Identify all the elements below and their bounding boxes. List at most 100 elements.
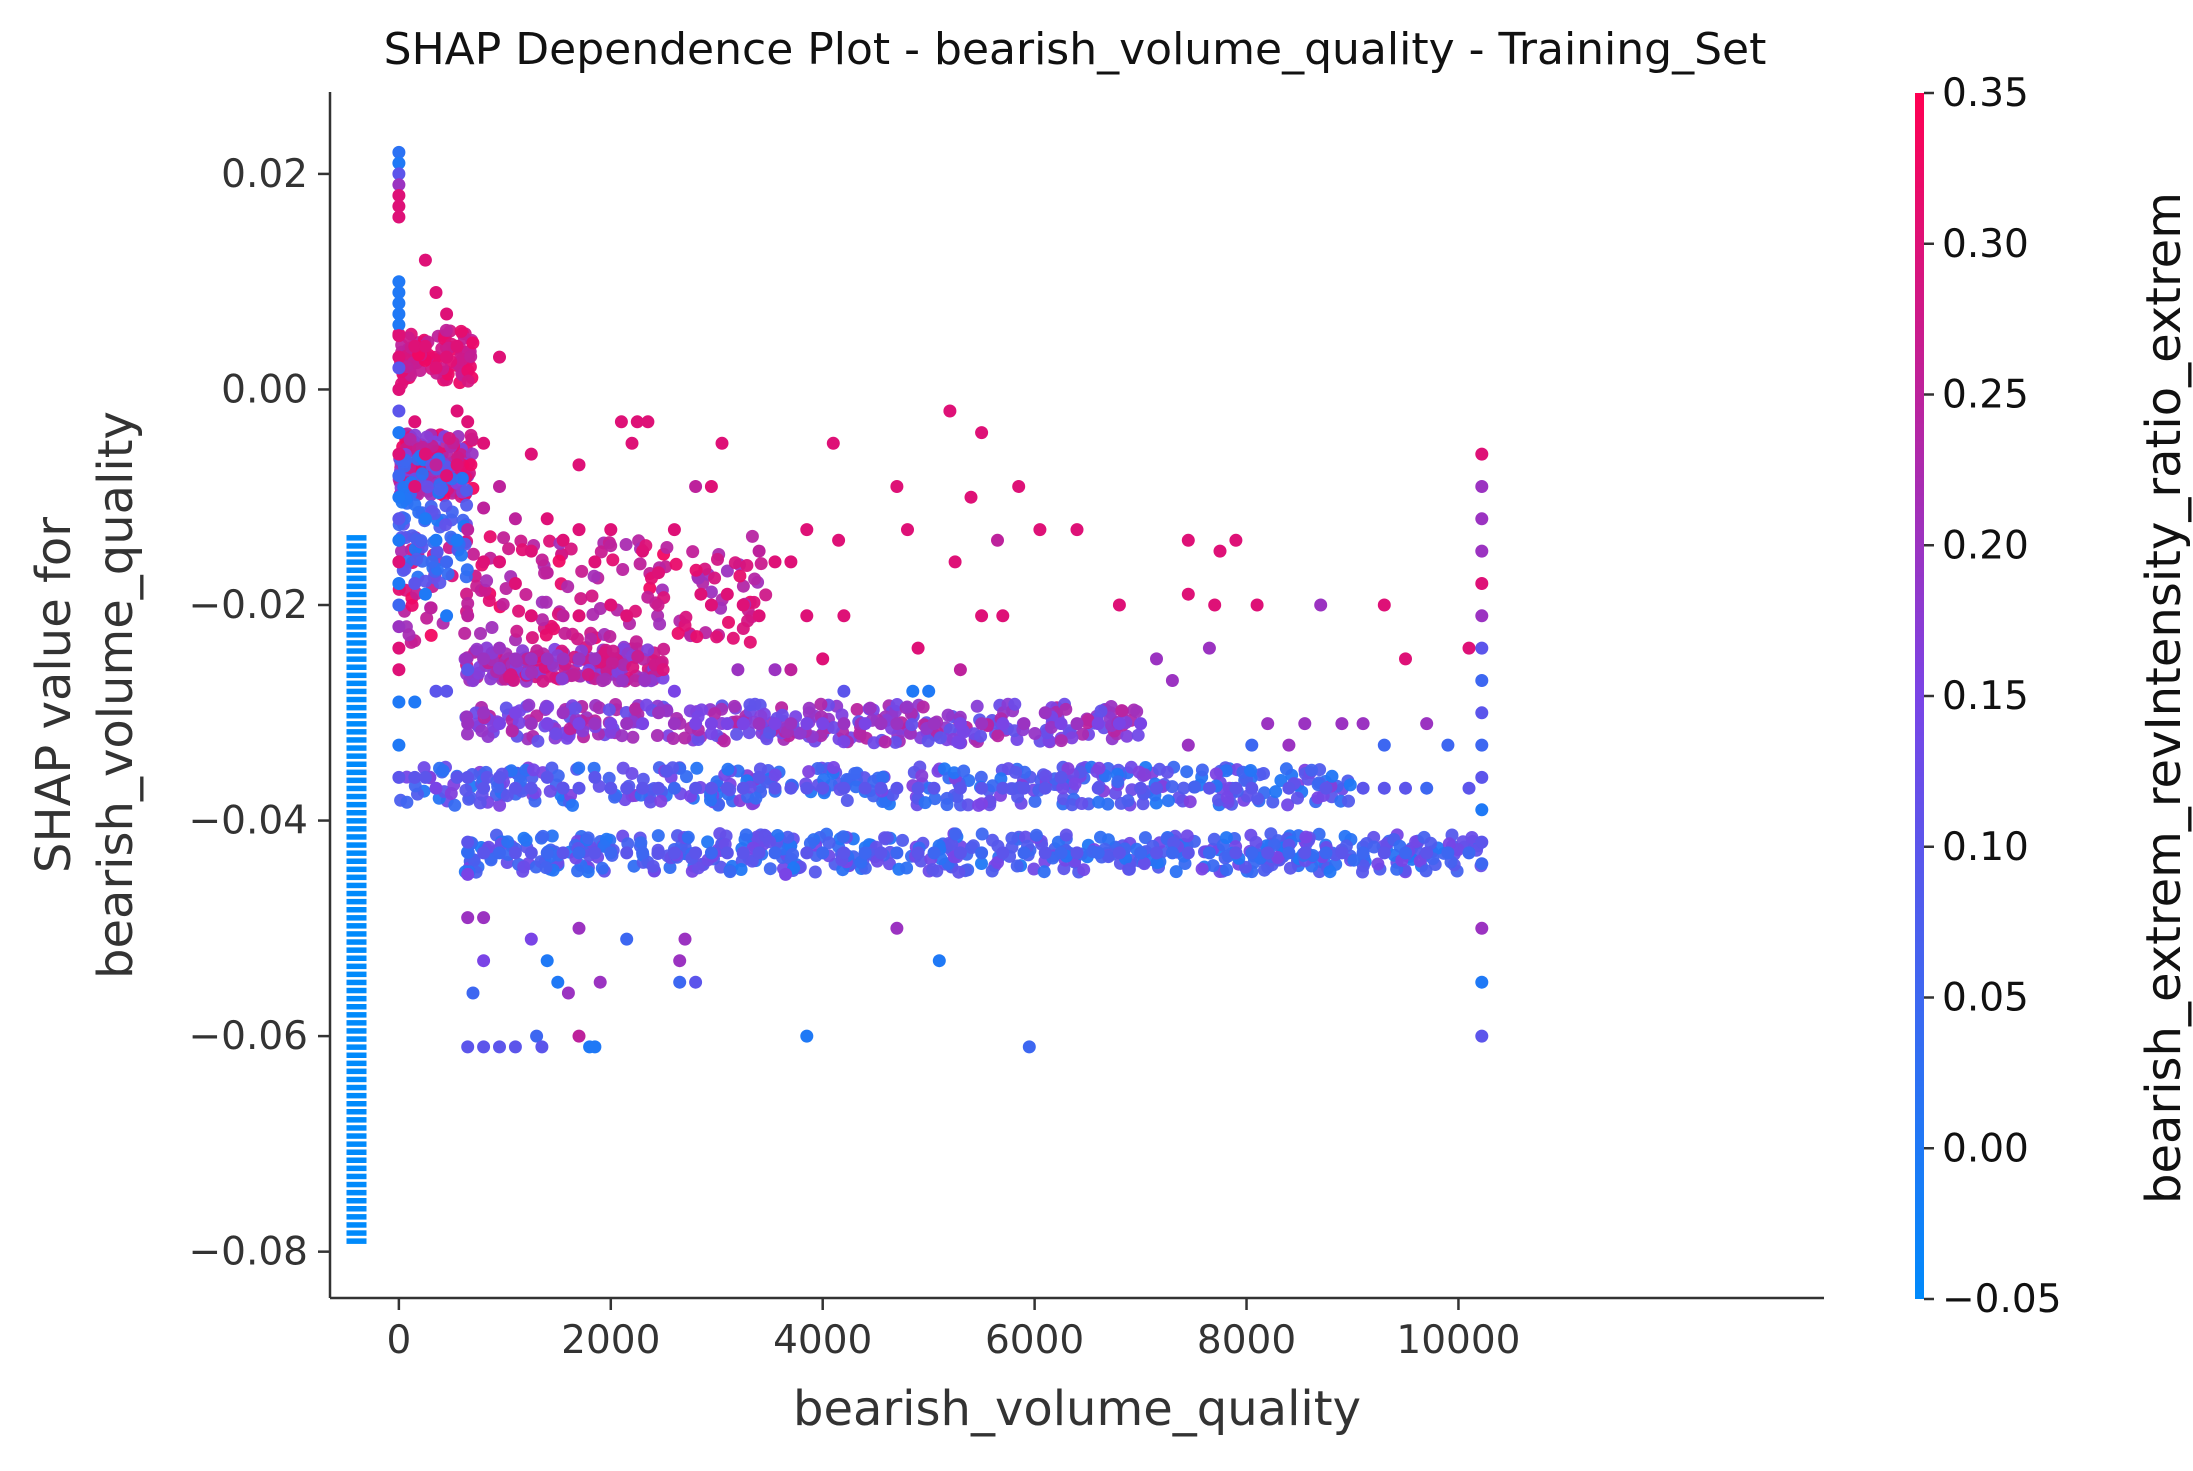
- data-point: [1005, 831, 1019, 845]
- data-point: [539, 701, 553, 715]
- data-point: [667, 684, 681, 698]
- data-point: [466, 547, 480, 561]
- missing-value-marker: [346, 987, 367, 994]
- data-point: [1219, 764, 1233, 778]
- data-point: [1441, 738, 1455, 752]
- data-point: [888, 735, 902, 749]
- missing-value-marker: [346, 1206, 367, 1212]
- data-point: [1038, 706, 1052, 720]
- data-point: [1462, 641, 1476, 655]
- data-point: [996, 781, 1010, 795]
- data-point: [392, 426, 406, 440]
- data-point: [691, 861, 705, 875]
- missing-value-marker: [346, 793, 367, 800]
- missing-value-marker: [346, 1157, 367, 1163]
- data-point: [822, 836, 836, 850]
- data-point: [606, 553, 620, 567]
- data-point: [878, 831, 892, 845]
- data-point: [652, 566, 665, 580]
- data-point: [1299, 830, 1313, 844]
- data-point: [863, 701, 877, 715]
- data-point: [524, 609, 538, 623]
- data-point: [906, 684, 920, 698]
- data-point: [975, 609, 989, 623]
- data-point: [508, 577, 522, 590]
- data-point: [943, 723, 957, 737]
- data-point: [575, 564, 589, 578]
- data-point: [1038, 781, 1052, 795]
- missing-value-marker: [346, 947, 367, 953]
- data-point: [508, 781, 522, 795]
- data-point: [876, 770, 890, 784]
- data-point: [493, 555, 506, 569]
- data-point: [1018, 765, 1032, 779]
- data-point: [556, 781, 570, 795]
- data-point: [564, 542, 578, 556]
- data-point: [464, 350, 478, 363]
- data-point: [691, 733, 705, 746]
- y-axis-label-line2: bearish_volume_quality: [88, 411, 144, 979]
- data-point: [1245, 781, 1259, 795]
- data-point: [392, 577, 406, 590]
- missing-value-marker: [346, 826, 367, 832]
- data-point: [1356, 717, 1370, 731]
- data-point: [708, 707, 722, 721]
- missing-value-marker: [346, 688, 367, 695]
- data-point: [594, 545, 608, 559]
- data-point: [440, 555, 454, 569]
- data-point: [1181, 738, 1195, 752]
- data-point: [572, 781, 586, 795]
- data-point: [1314, 598, 1328, 612]
- missing-value-marker: [346, 599, 367, 606]
- data-point: [466, 986, 480, 1000]
- data-point: [690, 761, 704, 775]
- data-point: [595, 861, 609, 875]
- data-point: [629, 702, 642, 716]
- missing-value-marker: [346, 931, 367, 937]
- data-point: [482, 594, 496, 607]
- data-point: [922, 684, 936, 698]
- data-point: [1165, 674, 1179, 687]
- data-point: [689, 563, 703, 577]
- data-point: [631, 650, 645, 663]
- data-point: [1183, 795, 1197, 809]
- data-point: [477, 706, 491, 720]
- data-point: [460, 483, 473, 497]
- missing-value-marker: [346, 1214, 367, 1220]
- data-point: [759, 588, 773, 602]
- data-point: [588, 1040, 602, 1054]
- colorbar-tick-label: −0.05: [1942, 1277, 2062, 1322]
- data-point: [408, 695, 422, 709]
- data-point: [957, 764, 971, 778]
- data-point: [572, 609, 586, 623]
- data-point: [874, 846, 888, 860]
- missing-value-marker: [346, 1044, 367, 1050]
- colorbar-tick-label: 0.35: [1942, 71, 2029, 116]
- data-point: [1206, 859, 1220, 873]
- data-point: [1377, 781, 1391, 795]
- data-point: [948, 555, 962, 569]
- data-point: [508, 706, 522, 720]
- data-point: [1136, 797, 1150, 811]
- data-point: [991, 729, 1005, 743]
- missing-value-marker: [346, 543, 367, 549]
- data-point: [556, 609, 570, 623]
- data-point: [720, 781, 734, 795]
- data-point: [704, 598, 718, 612]
- data-point: [1180, 829, 1194, 843]
- data-point: [556, 706, 570, 720]
- data-point: [1065, 731, 1079, 745]
- data-point: [477, 1040, 491, 1054]
- missing-value-marker: [346, 971, 367, 978]
- data-point: [415, 467, 429, 481]
- data-point: [440, 609, 454, 623]
- missing-value-marker: [346, 1133, 367, 1139]
- data-point: [392, 156, 406, 170]
- data-point: [1319, 846, 1333, 860]
- data-point: [652, 706, 665, 720]
- data-point: [588, 652, 602, 666]
- data-point: [604, 523, 618, 537]
- data-point: [493, 1040, 506, 1054]
- data-point: [500, 789, 514, 803]
- data-point: [704, 480, 718, 493]
